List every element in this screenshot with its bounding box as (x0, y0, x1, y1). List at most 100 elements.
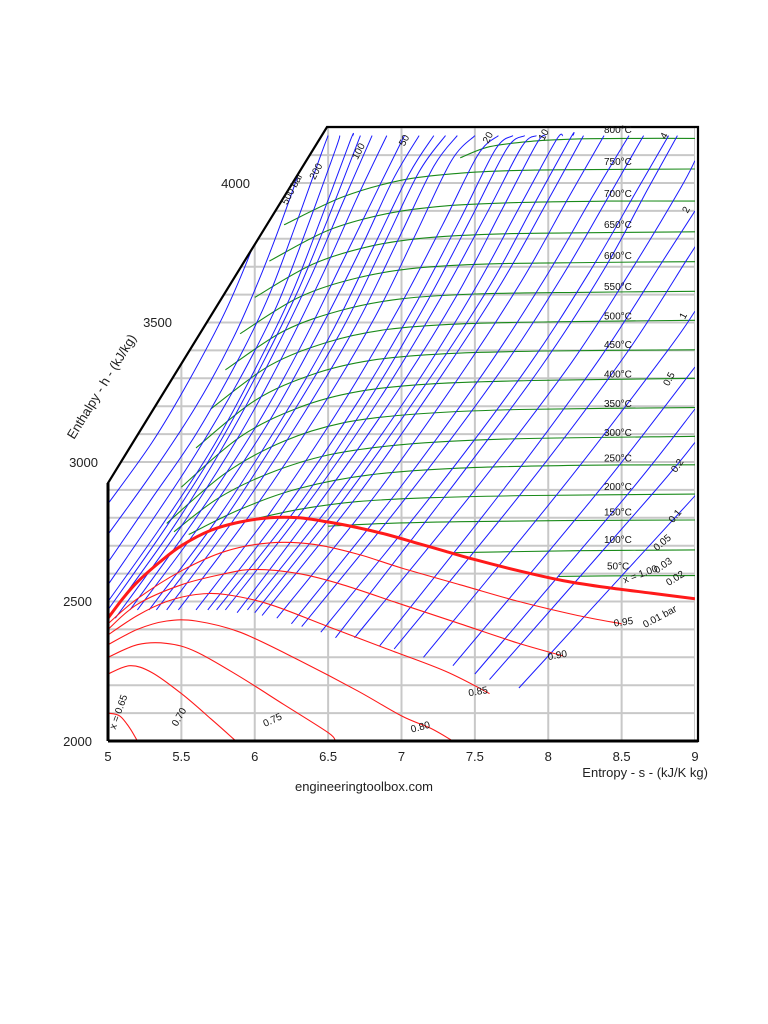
isotherm-300c (173, 435, 695, 533)
isobar-label: 50 (397, 133, 412, 148)
isotherm-150c (328, 519, 695, 527)
x-tick-label: 7.5 (466, 749, 484, 764)
quality-line-x0.9 (108, 568, 564, 657)
source-credit: engineeringtoolbox.com (0, 779, 768, 794)
x-tick-label: 5 (104, 749, 111, 764)
saturation-line (108, 515, 695, 620)
isobar-6bar (247, 133, 564, 611)
quality-label: 0.75 (262, 711, 285, 729)
y-tick-label: 3000 (69, 455, 98, 470)
isobar-0.02bar (489, 442, 695, 680)
quality-line-x0.75 (108, 642, 336, 741)
isotherm-label: 450°C (604, 340, 632, 351)
isotherm-label: 350°C (604, 399, 632, 410)
isotherm-label: 750°C (604, 157, 632, 168)
y-tick-label: 2000 (63, 734, 92, 749)
isotherm-500c (210, 319, 695, 410)
isobar-lines (108, 131, 695, 689)
x-tick-label: 6 (251, 749, 258, 764)
isotherm-600c (239, 261, 695, 335)
isotherm-700c (269, 200, 695, 262)
quality-line-x0.85 (108, 592, 490, 695)
isotherm-200c (247, 493, 695, 522)
isotherm-450c (195, 349, 695, 449)
isobar-12bar (216, 135, 526, 611)
isobar-label: 2 (681, 205, 694, 215)
isobar-5bar (254, 131, 575, 614)
isobar-label: 500 bar (280, 171, 306, 207)
y-tick-label: 4000 (221, 176, 250, 191)
isotherm-label: 50°C (607, 561, 629, 572)
plot-frame (106, 125, 700, 743)
isobar-label: 1 (678, 311, 691, 321)
isobar-8bar (236, 135, 546, 614)
isobar-80bar (136, 135, 420, 611)
isobar-30bar (178, 135, 476, 611)
quality-line-x0.8 (108, 619, 454, 741)
isotherm-label: 700°C (604, 189, 632, 200)
isobar-label: 0.01 bar (641, 603, 679, 630)
isobar-label: 20 (481, 130, 496, 145)
isobar-50bar (155, 135, 446, 611)
isobar-4bar (261, 135, 584, 616)
quality-label: 0.90 (547, 649, 569, 663)
isobar-600bar (108, 135, 311, 535)
isotherm-750c (283, 168, 695, 226)
quality-line-x0.7 (108, 665, 237, 741)
axis-ticks: 5 5.5 6 6.5 7 7.5 8 8.5 9 2000 2500 3000 3500 4000 (63, 176, 699, 764)
y-tick-label: 3500 (143, 315, 172, 330)
isobar-label: 4 (659, 131, 672, 141)
isotherm-550c (225, 290, 695, 371)
isotherm-label: 800°C (604, 125, 632, 136)
isotherm-label: 100°C (604, 535, 632, 546)
isotherm-label: 650°C (604, 220, 632, 231)
isobar-0.1bar (423, 311, 695, 658)
isobar-0.3bar (379, 210, 695, 647)
isobar-0.05bar (452, 366, 695, 667)
isobar-0.2bar (393, 246, 695, 650)
x-tick-label: 9 (691, 749, 698, 764)
isobar-2bar (291, 135, 630, 625)
isobar-250bar (108, 135, 361, 611)
source-text: engineeringtoolbox.com (294, 779, 434, 794)
quality-lines (108, 541, 622, 741)
x-tick-label: 7 (398, 749, 405, 764)
isotherm-label: 300°C (604, 428, 632, 439)
isobar-10bar (225, 135, 537, 611)
x-tick-label: 8 (545, 749, 552, 764)
isobar-100bar (129, 135, 405, 611)
isobar-label: 200 (308, 161, 326, 181)
isobar-label: 0.02 (664, 569, 687, 589)
isobar-400bar (108, 135, 341, 586)
y-tick-label: 2500 (63, 594, 92, 609)
isobar-0.8bar (335, 135, 678, 639)
isobar-label: 0.2 (669, 457, 686, 475)
isobar-0.03bar (474, 408, 695, 675)
y-axis-title: Enthalpy - h - (kJ/kg) (64, 331, 139, 441)
isotherm-label: 250°C (604, 453, 632, 464)
isobar-60bar (148, 135, 435, 611)
isobar-300bar (108, 132, 354, 602)
isobar-40bar (166, 135, 458, 611)
quality-label: 0.85 (468, 685, 490, 699)
isotherm-label: 200°C (604, 482, 632, 493)
isotherm-label: 600°C (604, 251, 632, 262)
isobar-1bar (320, 135, 670, 633)
isobar-label: 0.5 (662, 370, 678, 388)
isobar-20bar (195, 135, 499, 611)
quality-line-x0.95 (108, 541, 622, 625)
isobar-15bar (207, 135, 514, 611)
x-axis-title: Entropy - s - (kJ/K kg) (582, 765, 708, 780)
isotherm-label: 500°C (604, 312, 632, 323)
isobar-0.5bar (354, 160, 695, 639)
x-tick-label: 8.5 (613, 749, 631, 764)
isotherm-label: 150°C (604, 508, 632, 519)
quality-label: 0.70 (170, 706, 189, 729)
isobar-200bar (108, 135, 373, 619)
x-tick-label: 6.5 (319, 749, 337, 764)
isotherm-350c (166, 407, 695, 524)
isotherm-label: 550°C (604, 282, 632, 293)
isobar-150bar (114, 135, 388, 619)
